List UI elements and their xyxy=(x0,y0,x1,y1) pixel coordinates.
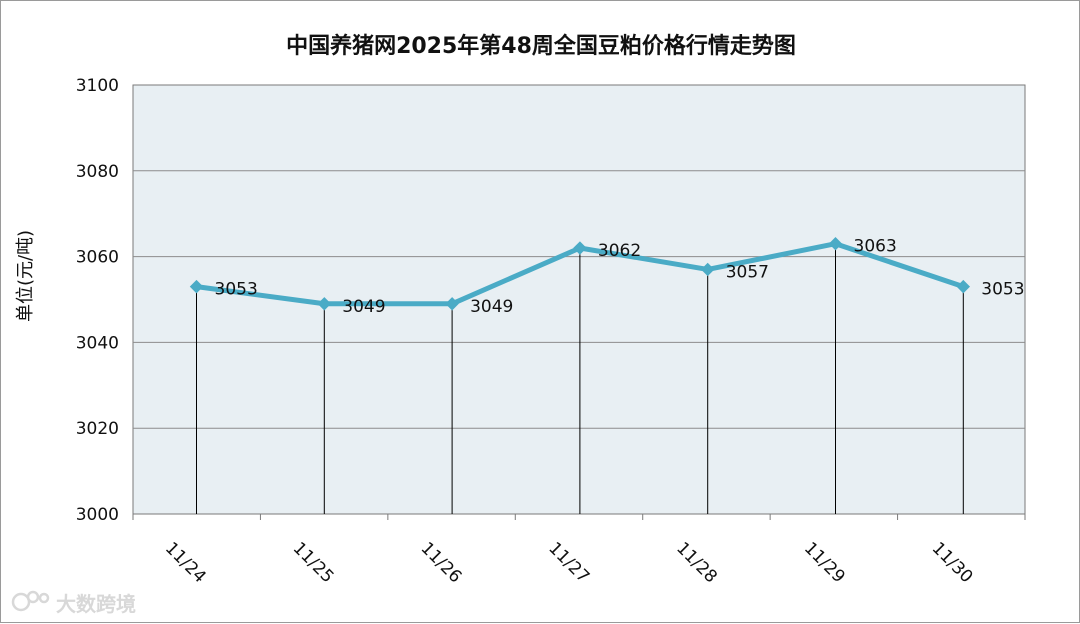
data-point xyxy=(317,297,332,311)
data-label: 3049 xyxy=(342,297,385,317)
logo-icon xyxy=(11,590,50,612)
data-point xyxy=(445,297,459,311)
data-label: 3063 xyxy=(854,237,897,257)
x-tick-label: 11/27 xyxy=(544,538,593,587)
watermark: 大数跨境 xyxy=(11,590,136,616)
data-point xyxy=(189,279,204,294)
data-point xyxy=(828,237,843,251)
data-label: 3049 xyxy=(470,297,513,317)
x-tick-label: 11/26 xyxy=(417,538,466,587)
y-tick-label: 3000 xyxy=(76,505,119,525)
watermark-text: 大数跨境 xyxy=(56,592,136,616)
series-layer xyxy=(189,237,971,311)
x-axis-ticks: 11/24 11/25 11/26 11/27 11/28 11/29 11/30 xyxy=(132,514,1026,587)
x-tick-label: 11/25 xyxy=(289,538,338,587)
x-tick-label: 11/29 xyxy=(800,538,849,587)
data-point xyxy=(700,262,715,277)
drop-lines xyxy=(196,243,964,514)
data-point xyxy=(956,279,971,294)
chart-title: 中国养猪网2025年第48周全国豆粕价格行情走势图 xyxy=(286,33,796,59)
y-tick-label: 3020 xyxy=(76,419,119,439)
y-tick-label: 3040 xyxy=(76,333,119,353)
y-axis-ticks: 3000 3020 3040 3060 3080 3100 xyxy=(76,76,119,525)
data-label: 3053 xyxy=(981,280,1024,300)
data-label: 3062 xyxy=(598,241,641,261)
x-tick-label: 11/28 xyxy=(672,538,721,587)
y-tick-label: 3060 xyxy=(76,248,119,268)
data-label: 3057 xyxy=(726,262,769,282)
x-tick-label: 11/30 xyxy=(928,538,977,587)
y-tick-label: 3080 xyxy=(76,162,119,182)
gridlines xyxy=(133,170,1025,429)
x-tick-label: 11/24 xyxy=(161,538,210,587)
data-label: 3053 xyxy=(215,280,258,300)
plot-area xyxy=(132,84,1026,515)
y-axis-label: 单位(元/吨) xyxy=(15,230,36,322)
data-point xyxy=(573,241,587,255)
data-labels: 3053 3049 3049 3062 3057 3063 3053 xyxy=(215,237,1025,317)
y-tick-label: 3100 xyxy=(76,76,119,96)
